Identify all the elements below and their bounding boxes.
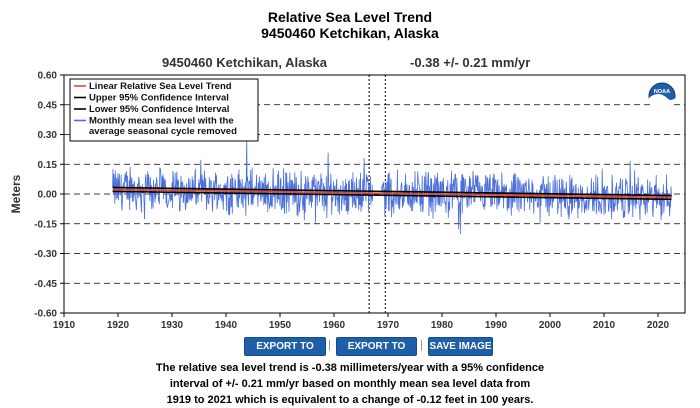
x-tick-label: 1920 (107, 320, 130, 330)
logo-text: NOAA (654, 89, 670, 95)
toolbar-separator: | (328, 339, 331, 351)
x-tick-label: 1940 (215, 320, 238, 330)
legend-label: Linear Relative Sea Level Trend (89, 81, 232, 92)
y-tick-label: 0.15 (38, 160, 58, 171)
series-upper-confidence-line (112, 186, 672, 197)
x-tick-label: 1980 (431, 320, 454, 330)
description-line-1: The relative sea level trend is -0.38 mi… (155, 362, 545, 374)
x-tick-label: 2000 (539, 320, 562, 330)
noaa-logo: NOAA (648, 82, 676, 113)
toolbar-separator: | (420, 339, 423, 351)
sea-level-chart: 0.60 0.45 0.30 0.15 0.00 -0.15 -0.30 -0.45 -0.60… (9, 71, 686, 330)
y-tick-label: 0.60 (38, 71, 58, 82)
y-tick-label: -0.15 (34, 219, 57, 230)
legend-label: Monthly mean sea level with the average s… (89, 116, 237, 138)
series-lower-confidence-line (112, 190, 672, 201)
y-axis-label: Meters (9, 174, 23, 213)
station-label: 9450460 Ketchikan, Alaska (162, 55, 328, 70)
legend-label: Lower 95% Confidence Interval (89, 104, 229, 115)
x-tick-label: 2010 (593, 320, 616, 330)
x-tick-label: 1950 (269, 320, 292, 330)
export-toolbar: EXPORT TO TEXT | EXPORT TO CSV | SAVE IM… (0, 337, 700, 369)
export-to-csv-button[interactable]: EXPORT TO CSV (336, 337, 417, 369)
chart-subtitle: 9450460 Ketchikan, Alaska (261, 25, 439, 41)
logo-wave (649, 94, 675, 113)
description-line-2: interval of +/- 0.21 mm/yr based on mont… (169, 378, 531, 390)
series-linear-trend-line (112, 188, 672, 199)
save-image-button[interactable]: SAVE IMAGE (428, 337, 493, 356)
export-to-text-button[interactable]: EXPORT TO TEXT (244, 337, 326, 369)
x-tick-label: 1990 (485, 320, 508, 330)
chart-title: Relative Sea Level Trend (267, 9, 433, 25)
legend-label: Upper 95% Confidence Interval (89, 93, 229, 104)
legend-box (69, 78, 259, 142)
x-tick-label: 1930 (161, 320, 184, 330)
x-tick-label: 1910 (53, 320, 76, 330)
x-tick-label: 2020 (647, 320, 670, 330)
x-tick-label: 1960 (323, 320, 346, 330)
x-tick-label: 1970 (377, 320, 400, 330)
description-line-3: 1919 to 2021 which is equivalent to a ch… (166, 394, 534, 406)
rate-label: -0.38 +/- 0.21 mm/yr (410, 55, 531, 70)
y-tick-label: -0.30 (34, 249, 57, 260)
y-tick-label: 0.00 (38, 190, 58, 201)
y-tick-label: 0.30 (38, 130, 58, 141)
y-tick-label: -0.45 (34, 279, 57, 290)
y-tick-label: -0.60 (34, 309, 57, 320)
y-tick-label: 0.45 (38, 100, 58, 111)
